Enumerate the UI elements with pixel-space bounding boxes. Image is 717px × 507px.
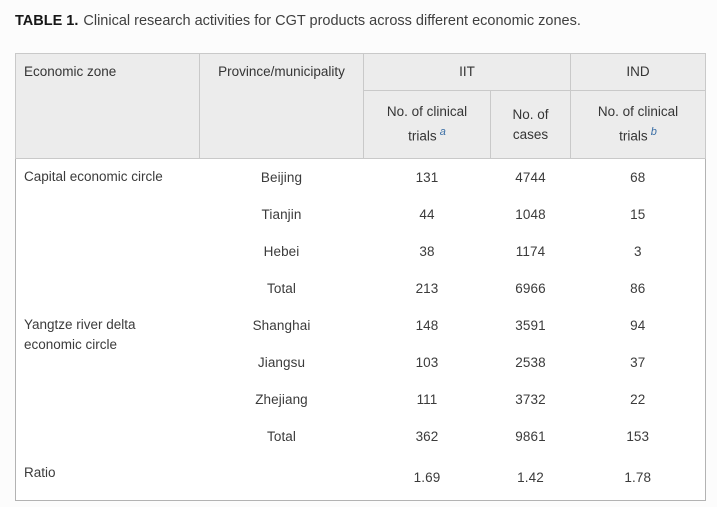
table-row-jiangsu: Jiangsu 103 2538 37 — [16, 344, 706, 381]
cell-iit-trials: 103 — [415, 354, 439, 370]
cell-province: Beijing — [260, 169, 303, 185]
table-caption-label: TABLE 1. — [15, 13, 79, 29]
cell-iit-trials: 38 — [419, 243, 435, 259]
table-row-zhejiang: Zhejiang 111 3732 22 — [16, 381, 706, 418]
footnote-marker-a: a — [439, 126, 446, 139]
header-row-subcolumns: No. of clinical trials a No. of cases No.… — [16, 90, 706, 159]
table-caption-text: Clinical research activities for CGT pro… — [83, 13, 581, 29]
cell-ind-trials: 94 — [630, 317, 646, 333]
col-header-iit-trials: No. of clinical trials a — [363, 90, 491, 159]
col-group-iit: IIT — [363, 53, 571, 91]
cell-zone-yangtze: Yangtze river delta economic circle — [24, 317, 136, 352]
cell-iit-trials: 44 — [419, 206, 435, 222]
cell-province: Total — [266, 280, 297, 296]
cell-iit-cases: 3591 — [515, 317, 546, 333]
cell-ind-trials: 86 — [630, 280, 646, 296]
cell-ind-trials: 68 — [630, 169, 646, 185]
cell-iit-cases: 6966 — [515, 280, 546, 296]
cell-iit-trials: 148 — [415, 317, 439, 333]
cell-iit-cases: 9861 — [515, 428, 546, 444]
col-header-iit-cases: No. of cases — [490, 90, 571, 159]
cell-iit-cases: 2538 — [515, 354, 546, 370]
header-row-groups: Economic zone Province/municipality IIT … — [15, 53, 706, 159]
table-row-yangtze-total: Total 362 9861 153 — [16, 418, 706, 455]
table-row-ratio: Ratio 1.69 1.42 1.78 — [16, 455, 706, 501]
table-row-beijing: Capital economic circle Beijing 131 4744… — [16, 159, 706, 197]
cell-ind-trials: 153 — [626, 428, 650, 444]
table-caption: TABLE 1. Clinical research activities for… — [15, 12, 702, 31]
cell-ind-trials: 37 — [630, 354, 646, 370]
cell-iit-trials: 111 — [416, 391, 438, 407]
col-header-province-municipality: Province/municipality — [199, 53, 364, 159]
cell-province: Tianjin — [261, 206, 302, 222]
cell-iit-cases: 1.42 — [517, 469, 544, 485]
cell-ind-trials: 15 — [630, 206, 646, 222]
cell-iit-cases: 3732 — [515, 391, 546, 407]
cell-iit-cases: 1048 — [515, 206, 546, 222]
table-header: Economic zone Province/municipality IIT … — [15, 53, 706, 159]
col-header-ind-trials-text: No. of clinical trials — [597, 104, 679, 144]
cell-zone-ratio: Ratio — [24, 465, 56, 480]
table-row-shanghai: Yangtze river delta economic circle Shan… — [16, 307, 706, 352]
cell-iit-trials: 213 — [415, 280, 439, 296]
cell-iit-trials: 1.69 — [413, 469, 441, 485]
cell-iit-trials: 131 — [415, 169, 439, 185]
clinical-research-table: Economic zone Province/municipality IIT … — [15, 53, 706, 501]
footnote-marker-b: b — [650, 126, 657, 139]
cell-iit-cases: 4744 — [515, 169, 546, 185]
cell-iit-trials: 362 — [415, 428, 439, 444]
cell-ind-trials: 1.78 — [624, 469, 652, 485]
col-header-economic-zone: Economic zone — [15, 53, 200, 159]
cell-province: Shanghai — [252, 317, 311, 333]
table-row-tianjin: Tianjin 44 1048 15 — [16, 196, 706, 233]
cell-ind-trials: 3 — [633, 243, 642, 259]
table-row-hebei: Hebei 38 1174 3 — [16, 233, 706, 270]
cell-province — [200, 455, 364, 501]
cell-province: Zhejiang — [255, 391, 308, 407]
cell-zone-capital: Capital economic circle — [24, 169, 163, 184]
col-group-ind: IND — [570, 53, 706, 91]
cell-province: Hebei — [263, 243, 300, 259]
cell-province: Jiangsu — [257, 354, 306, 370]
col-header-ind-trials: No. of clinical trials b — [570, 90, 706, 159]
cell-iit-cases: 1174 — [515, 243, 546, 259]
table-body: Capital economic circle Beijing 131 4744… — [16, 159, 706, 501]
table-row-capital-total: Total 213 6966 86 — [16, 270, 706, 307]
cell-province: Total — [266, 428, 297, 444]
col-header-iit-trials-text: No. of clinical trials — [386, 104, 468, 144]
cell-ind-trials: 22 — [630, 391, 646, 407]
